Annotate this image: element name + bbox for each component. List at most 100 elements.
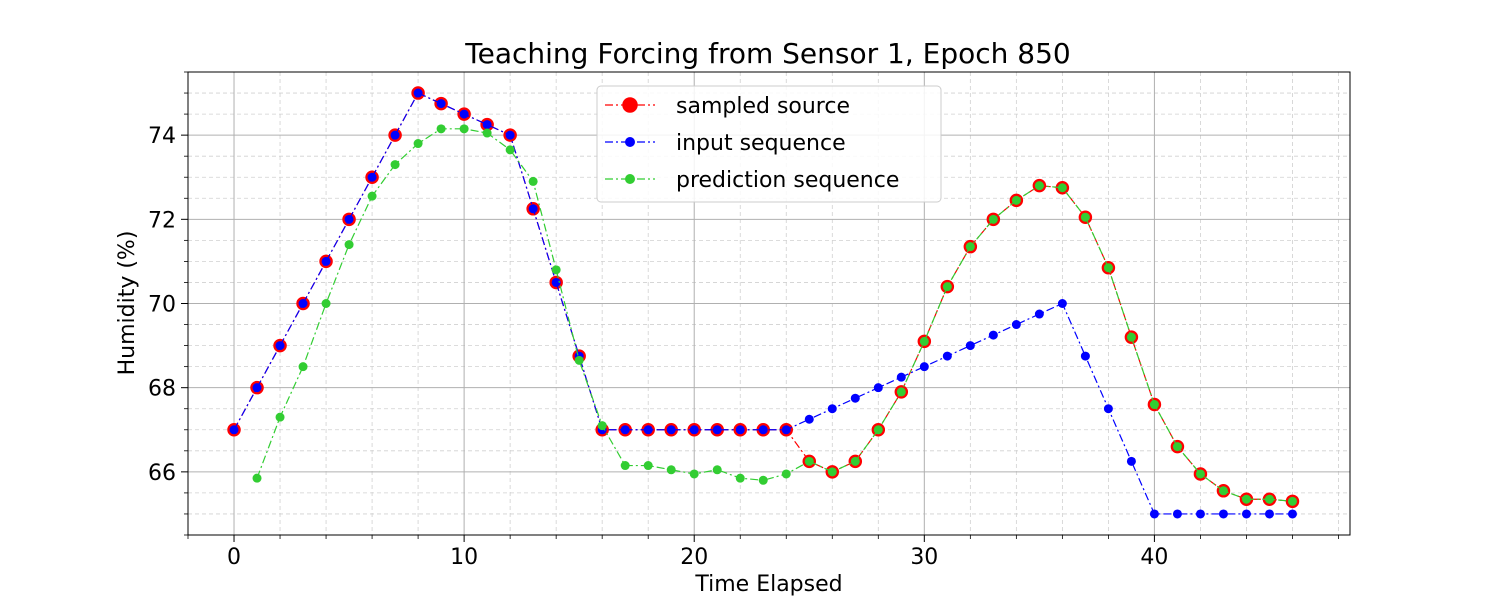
data-point	[1080, 351, 1090, 361]
data-point	[827, 467, 837, 477]
data-point	[390, 160, 400, 170]
x-tick-label: 10	[450, 545, 478, 570]
data-point	[252, 473, 262, 483]
data-point	[896, 372, 906, 382]
data-point	[321, 299, 331, 308]
data-point	[942, 351, 952, 361]
data-point	[1057, 299, 1067, 308]
legend-marker	[622, 97, 638, 113]
data-point	[1264, 509, 1274, 519]
data-point	[781, 469, 791, 479]
data-point	[827, 404, 837, 414]
data-point	[551, 277, 561, 287]
data-point	[390, 130, 400, 140]
data-point	[459, 124, 469, 134]
data-point	[919, 362, 929, 372]
data-point	[1126, 456, 1136, 466]
data-point	[666, 425, 676, 435]
data-point	[1149, 400, 1159, 410]
data-point	[1011, 320, 1021, 330]
data-point	[505, 145, 515, 155]
data-point	[413, 139, 423, 149]
y-tick-label: 70	[148, 293, 176, 318]
x-axis-title: Time Elapsed	[694, 572, 842, 597]
data-point	[689, 425, 699, 435]
data-point	[482, 128, 492, 138]
data-point	[643, 461, 653, 471]
data-point	[1241, 494, 1251, 504]
data-point	[1149, 509, 1159, 519]
series-line	[256, 128, 1293, 502]
data-point	[1218, 509, 1228, 519]
data-point	[1264, 494, 1274, 504]
y-tick-label: 72	[148, 208, 176, 233]
data-point	[804, 456, 814, 466]
data-point	[896, 387, 906, 397]
data-point	[436, 99, 446, 109]
data-point	[298, 299, 308, 308]
legend-label: input sequence	[676, 131, 846, 156]
data-point	[1241, 509, 1251, 519]
data-point	[988, 214, 998, 224]
data-point	[551, 265, 561, 275]
y-tick-label: 66	[148, 461, 176, 486]
data-point	[620, 425, 630, 435]
data-point	[850, 456, 860, 466]
data-point	[988, 330, 998, 340]
data-point	[781, 425, 791, 435]
data-point	[873, 425, 883, 435]
series-input-sequence	[229, 88, 1297, 519]
series-prediction-sequence	[252, 124, 1297, 506]
data-point	[1126, 332, 1136, 342]
data-point	[344, 214, 354, 224]
data-point	[1103, 263, 1113, 273]
data-point	[413, 88, 423, 98]
y-tick-label: 74	[148, 124, 176, 149]
data-point	[275, 341, 285, 351]
data-point	[597, 421, 607, 431]
data-point	[1172, 509, 1182, 519]
data-point	[1103, 404, 1113, 414]
series-line	[233, 92, 1293, 515]
data-point	[850, 393, 860, 403]
data-point	[1172, 442, 1182, 452]
y-axis-title: Humidity (%)	[115, 231, 140, 376]
data-point	[482, 120, 492, 130]
data-point	[965, 341, 975, 351]
data-point	[1195, 469, 1205, 479]
legend-box	[596, 85, 942, 203]
data-point	[919, 336, 929, 346]
y-tick-label: 68	[148, 377, 176, 402]
legend-marker	[625, 137, 635, 147]
axes: 0 10 20 30 40 66 68 70 72 74	[148, 71, 1351, 570]
data-point	[965, 242, 975, 252]
data-point	[1287, 496, 1297, 506]
legend-label: sampled source	[676, 94, 850, 119]
data-point	[298, 362, 308, 372]
data-point	[321, 256, 331, 266]
data-point	[1287, 509, 1297, 519]
chart-title: Teaching Forcing from Sensor 1, Epoch 85…	[464, 37, 1070, 70]
data-point	[873, 383, 883, 393]
data-point	[528, 176, 538, 186]
x-tick-label: 40	[1140, 545, 1168, 570]
data-point	[942, 282, 952, 292]
legend-marker	[625, 174, 635, 184]
legend: sampled source input sequence prediction s…	[596, 85, 942, 203]
data-point	[574, 355, 584, 365]
data-point	[735, 473, 745, 483]
data-point	[689, 469, 699, 479]
data-point	[436, 124, 446, 134]
data-point	[758, 475, 768, 485]
data-point	[758, 425, 768, 435]
x-tick-label: 30	[910, 545, 938, 570]
data-point	[1057, 183, 1067, 193]
data-point	[735, 425, 745, 435]
data-point	[459, 109, 469, 119]
x-tick-label: 0	[227, 545, 241, 570]
data-point	[367, 172, 377, 182]
data-point	[1218, 486, 1228, 496]
data-point	[505, 130, 515, 140]
data-point	[344, 240, 354, 250]
